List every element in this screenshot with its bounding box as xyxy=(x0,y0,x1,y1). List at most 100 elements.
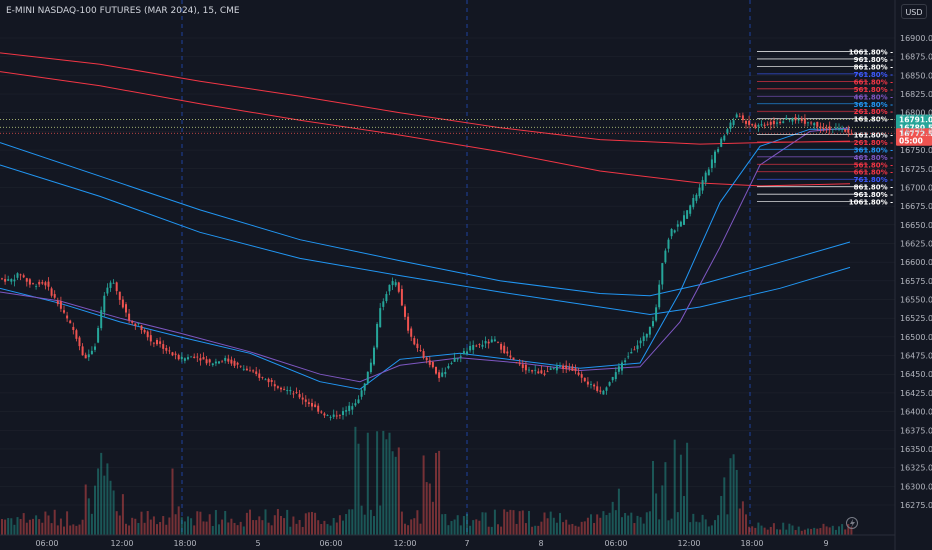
candle-body xyxy=(822,127,825,130)
candle-body xyxy=(196,356,199,358)
volume-bar xyxy=(534,525,537,535)
volume-bar xyxy=(466,513,468,535)
candle-body xyxy=(819,126,822,128)
candle-body xyxy=(369,362,372,373)
candle-body xyxy=(112,282,115,284)
candle-body xyxy=(617,366,620,372)
candle-body xyxy=(763,124,766,126)
volume-bar xyxy=(741,501,744,535)
volume-bar xyxy=(611,501,614,535)
candle-body xyxy=(633,349,636,351)
candle-body xyxy=(314,404,317,408)
volume-bar xyxy=(695,521,698,535)
price-axis[interactable]: 16900.00 16875.00 16850.00 16825.00 16800.00… xyxy=(894,0,932,550)
candle-body xyxy=(121,299,124,308)
volume-bar xyxy=(273,515,276,535)
volume-bar xyxy=(187,516,189,535)
moving-average-line xyxy=(0,52,851,145)
fib-level-label: 361.80% - xyxy=(854,101,893,109)
candle-body xyxy=(481,344,484,347)
candle-body xyxy=(177,354,180,360)
candle-body xyxy=(131,321,134,323)
volume-bar xyxy=(410,519,413,535)
lightning-icon[interactable] xyxy=(846,517,858,529)
candle-body xyxy=(397,282,400,292)
volume-bar xyxy=(518,511,521,535)
volume-bar xyxy=(831,525,834,535)
volume-bar xyxy=(729,458,732,535)
volume-bar xyxy=(655,493,658,535)
fib-level-label: 661.80% - xyxy=(854,169,893,177)
candle-body xyxy=(342,411,344,416)
y-tick-label: 16350.00 xyxy=(900,445,932,454)
fib-level-label: 761.80% - xyxy=(854,176,893,184)
candle-body xyxy=(193,356,196,358)
time-axis[interactable]: 06:00 12:00 18:00 5 06:00 12:00 7 8 06:00 12:00 18… xyxy=(0,534,895,548)
candle-body xyxy=(493,339,496,342)
currency-button[interactable]: USD xyxy=(901,4,927,19)
candle-body xyxy=(298,394,301,398)
volume-bar xyxy=(627,515,630,535)
candle-body xyxy=(391,281,394,286)
candle-body xyxy=(249,370,251,372)
candle-body xyxy=(608,382,611,386)
price-label: 16780.50 xyxy=(899,123,932,132)
candle-body xyxy=(156,339,158,345)
volume-bar xyxy=(841,524,844,535)
candle-body xyxy=(469,346,472,351)
volume-bar xyxy=(571,523,574,535)
candle-body xyxy=(431,362,434,368)
candle-body xyxy=(841,129,844,130)
volume-bar xyxy=(667,520,670,535)
volume-bar xyxy=(400,511,403,535)
candle-body xyxy=(444,372,447,374)
candle-body xyxy=(621,362,623,371)
volume-bar xyxy=(785,529,788,535)
candle-body xyxy=(165,347,168,351)
volume-bar xyxy=(388,432,391,535)
candle-body xyxy=(506,351,509,354)
volume-bar xyxy=(583,521,586,535)
candle-body xyxy=(394,282,397,286)
volume-bar xyxy=(323,520,326,535)
candle-body xyxy=(311,403,313,407)
volume-bar xyxy=(621,517,623,535)
volume-bar xyxy=(307,512,310,535)
volume-bar xyxy=(435,452,437,535)
candle-body xyxy=(648,326,651,335)
volume-bar xyxy=(617,488,620,535)
volume-bar xyxy=(397,447,400,535)
symbol-title[interactable]: E-MINI NASDAQ-100 FUTURES (MAR 2024), 15… xyxy=(6,6,240,16)
y-tick-label: 16825.00 xyxy=(900,90,932,99)
candle-body xyxy=(450,363,453,364)
candle-body xyxy=(453,357,456,362)
volume-bar xyxy=(800,530,803,535)
volume-bar xyxy=(180,517,183,535)
volume-bar xyxy=(171,468,174,535)
volume-bar xyxy=(351,509,354,535)
volume-bar xyxy=(329,525,332,535)
candle-body xyxy=(562,365,565,369)
volume-bar xyxy=(813,527,816,535)
volume-bar xyxy=(425,482,428,535)
candle-body xyxy=(543,373,546,375)
volume-bar xyxy=(298,520,301,535)
candle-body xyxy=(205,359,208,364)
candle-body xyxy=(500,343,503,350)
volume-bar xyxy=(447,525,450,535)
volume-bar xyxy=(574,525,577,535)
candle-body xyxy=(478,344,481,345)
y-tick-label: 16550.00 xyxy=(900,296,932,305)
candle-body xyxy=(754,124,757,128)
candle-body xyxy=(286,389,289,391)
candle-body xyxy=(760,124,763,126)
candle-body xyxy=(707,169,710,176)
candle-body xyxy=(546,371,549,373)
volume-bar xyxy=(500,526,503,535)
candle-body xyxy=(280,387,282,390)
volume-bar xyxy=(456,515,459,535)
volume-bar xyxy=(66,511,69,535)
candle-body xyxy=(428,360,431,365)
candle-body xyxy=(7,279,10,281)
